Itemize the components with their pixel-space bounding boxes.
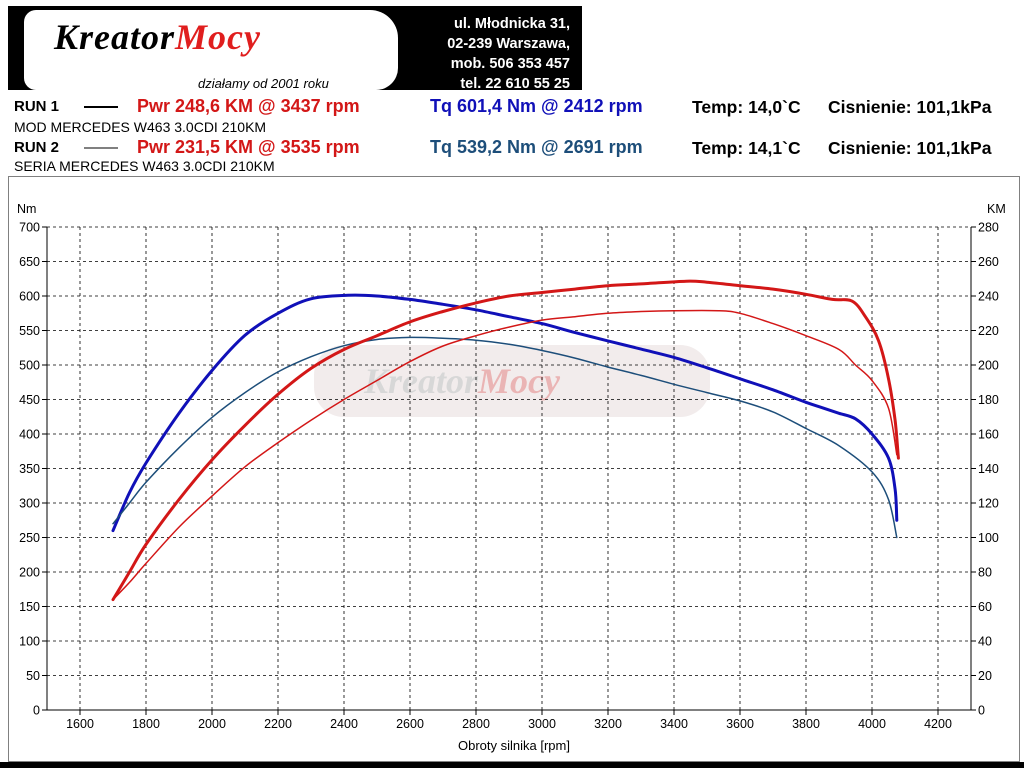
address-line: ul. Młodnicka 31, bbox=[453, 16, 570, 32]
y-left-tick-label: 450 bbox=[19, 393, 40, 407]
x-axis-title: Obroty silnika [rpm] bbox=[458, 738, 570, 753]
run2-label: RUN 2 bbox=[14, 139, 60, 156]
run1-power: Pwr 248,6 KM @ 3437 rpm bbox=[137, 96, 360, 116]
y-left-tick-label: 500 bbox=[19, 359, 40, 373]
series-line-4 bbox=[112, 309, 898, 601]
y-left-tick-label: 50 bbox=[26, 669, 40, 683]
run2-legend-line bbox=[84, 147, 118, 149]
run2-temp: Temp: 14,1`C bbox=[692, 138, 801, 158]
run1-pressure: Cisnienie: 101,1kPa bbox=[828, 97, 992, 117]
y-right-tick-label: 40 bbox=[978, 635, 992, 649]
logo-wordmark: KreatorMocy bbox=[54, 16, 261, 58]
x-tick-label: 4200 bbox=[924, 717, 952, 731]
run2-torque: Tq 539,2 Nm @ 2691 rpm bbox=[430, 137, 643, 157]
run2-description: SERIA MERCEDES W463 3.0CDI 210KM bbox=[14, 158, 275, 174]
y-right-tick-label: 240 bbox=[978, 290, 999, 304]
run1-description: MOD MERCEDES W463 3.0CDI 210KM bbox=[14, 119, 267, 135]
y-right-tick-label: 140 bbox=[978, 462, 999, 476]
x-tick-label: 2800 bbox=[462, 717, 490, 731]
y-right-tick-label: 280 bbox=[978, 221, 999, 235]
y-right-tick-label: 160 bbox=[978, 428, 999, 442]
y-right-tick-label: 220 bbox=[978, 324, 999, 338]
logo-prefix: Kreator bbox=[54, 17, 176, 57]
svg-text:KreatorMocy: KreatorMocy bbox=[363, 361, 561, 401]
x-tick-label: 3000 bbox=[528, 717, 556, 731]
y-right-tick-label: 100 bbox=[978, 531, 999, 545]
y-left-tick-label: 250 bbox=[19, 531, 40, 545]
y-left-tick-label: 150 bbox=[19, 600, 40, 614]
y-right-tick-label: 60 bbox=[978, 600, 992, 614]
x-tick-label: 3200 bbox=[594, 717, 622, 731]
x-tick-label: 2200 bbox=[264, 717, 292, 731]
logo-suffix: Mocy bbox=[175, 17, 261, 57]
watermark-logo: KreatorMocy bbox=[314, 345, 710, 417]
y-left-tick-label: 0 bbox=[33, 704, 40, 718]
y-right-tick-label: 180 bbox=[978, 393, 999, 407]
x-tick-label: 3400 bbox=[660, 717, 688, 731]
dyno-chart-frame: KreatorMocy 1600 1800 2000 2200 2400 2600 2800… bbox=[8, 176, 1020, 762]
contact-address: ul. Młodnicka 31, 02-239 Warszawa, mob. … bbox=[414, 14, 582, 90]
y-right-tick-label: 200 bbox=[978, 359, 999, 373]
y-left-tick-label: 700 bbox=[19, 221, 40, 235]
y-left-tick-label: 400 bbox=[19, 428, 40, 442]
y-left-tick-label: 200 bbox=[19, 566, 40, 580]
x-tick-label: 2400 bbox=[330, 717, 358, 731]
address-line: 02-239 Warszawa, bbox=[447, 36, 570, 52]
logo-banner: KreatorMocy działamy od 2001 roku ul. Mł… bbox=[8, 6, 582, 90]
y-left-axis-title: Nm bbox=[17, 202, 36, 216]
y-right-tick-label: 120 bbox=[978, 497, 999, 511]
series-line-3 bbox=[111, 279, 900, 602]
y-left-tick-label: 350 bbox=[19, 462, 40, 476]
x-tick-label: 1600 bbox=[66, 717, 94, 731]
y-right-tick-label: 20 bbox=[978, 669, 992, 683]
bottom-border bbox=[0, 762, 1024, 768]
logo-tagline: działamy od 2001 roku bbox=[198, 76, 329, 90]
run2-pressure: Cisnienie: 101,1kPa bbox=[828, 138, 992, 158]
y-right-tick-label: 0 bbox=[978, 704, 985, 718]
logo: KreatorMocy działamy od 2001 roku bbox=[24, 10, 398, 90]
x-tick-label: 3800 bbox=[792, 717, 820, 731]
series-line-1 bbox=[111, 293, 899, 533]
y-left-tick-label: 650 bbox=[19, 255, 40, 269]
x-tick-label: 3600 bbox=[726, 717, 754, 731]
x-tick-label: 4000 bbox=[858, 717, 886, 731]
address-line: mob. 506 353 457 bbox=[450, 56, 570, 72]
run1-torque: Tq 601,4 Nm @ 2412 rpm bbox=[430, 96, 643, 116]
y-left-tick-label: 100 bbox=[19, 635, 40, 649]
run2-power: Pwr 231,5 KM @ 3535 rpm bbox=[137, 137, 360, 157]
x-tick-label: 2600 bbox=[396, 717, 424, 731]
y-right-tick-label: 260 bbox=[978, 255, 999, 269]
x-tick-label: 1800 bbox=[132, 717, 160, 731]
series-line-2 bbox=[112, 336, 898, 539]
y-left-tick-label: 550 bbox=[19, 324, 40, 338]
run1-label: RUN 1 bbox=[14, 98, 60, 115]
dyno-chart: KreatorMocy 1600 1800 2000 2200 2400 2600 2800… bbox=[17, 202, 1006, 753]
y-left-tick-label: 600 bbox=[19, 290, 40, 304]
run1-temp: Temp: 14,0`C bbox=[692, 97, 801, 117]
y-right-axis-title: KM bbox=[987, 202, 1006, 216]
y-right-tick-label: 80 bbox=[978, 566, 992, 580]
y-left-tick-label: 300 bbox=[19, 497, 40, 511]
x-tick-label: 2000 bbox=[198, 717, 226, 731]
address-line: tel. 22 610 55 25 bbox=[460, 76, 570, 90]
run1-legend-line bbox=[84, 106, 118, 108]
